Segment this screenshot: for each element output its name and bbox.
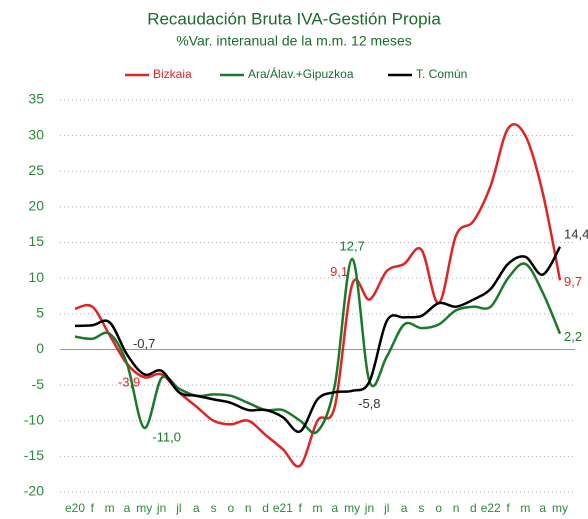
y-tick-label: 15 (28, 233, 44, 249)
x-tick-label: m (313, 501, 323, 515)
x-tick-label: my (344, 501, 360, 515)
y-tick-label: 10 (28, 269, 44, 285)
x-tick-label: n (453, 501, 460, 515)
x-tick-label: o (228, 501, 235, 515)
y-tick-label: -5 (32, 376, 45, 392)
x-tick-label: m (105, 501, 115, 515)
chart-subtitle: %Var. interanual de la m.m. 12 meses (176, 33, 412, 49)
x-tick-label: a (331, 501, 338, 515)
x-tick-label: jn (364, 501, 374, 515)
legend-label: Ara/Álav.+Gipuzkoa (248, 66, 354, 81)
data-label: 9,7 (564, 274, 582, 289)
data-label: 12,7 (339, 238, 364, 253)
chart-title: Recaudación Bruta IVA-Gestión Propia (147, 9, 441, 28)
x-tick-label: jl (383, 501, 389, 515)
data-label: 2,2 (564, 329, 582, 344)
x-tick-label: s (211, 501, 217, 515)
y-tick-label: -15 (24, 447, 44, 463)
series-line (74, 246, 562, 434)
x-tick-label: d (470, 501, 477, 515)
x-tick-label: jl (175, 501, 181, 515)
y-tick-label: 35 (28, 91, 44, 107)
x-tick-label: n (245, 501, 252, 515)
data-label: -0,7 (133, 336, 155, 351)
x-tick-label: a (124, 501, 131, 515)
x-tick-label: a (539, 501, 546, 515)
x-tick-label: my (136, 501, 152, 515)
data-label: -11,0 (152, 429, 181, 444)
y-tick-label: -10 (24, 411, 44, 427)
x-tick-label: a (401, 501, 408, 515)
x-tick-label: m (520, 501, 530, 515)
legend-label: T. Común (416, 67, 467, 81)
x-tick-label: f (91, 501, 95, 515)
y-tick-label: 5 (36, 305, 44, 321)
x-tick-label: e21 (273, 501, 293, 515)
y-tick-label: 20 (28, 198, 44, 214)
x-tick-label: my (552, 501, 568, 515)
x-tick-label: jn (156, 501, 166, 515)
x-tick-label: e22 (481, 501, 501, 515)
x-tick-label: f (299, 501, 303, 515)
x-tick-label: o (435, 501, 442, 515)
data-label: 14,4 (564, 226, 588, 241)
x-tick-label: d (262, 501, 269, 515)
data-label: -5,8 (358, 396, 380, 411)
series-line (74, 123, 562, 468)
y-tick-label: 0 (36, 340, 44, 356)
x-tick-label: e20 (65, 501, 85, 515)
y-tick-label: 25 (28, 162, 44, 178)
x-tick-label: a (193, 501, 200, 515)
y-tick-label: 30 (28, 126, 44, 142)
x-tick-label: s (418, 501, 424, 515)
y-tick-label: -20 (24, 483, 44, 499)
data-label: -3,9 (118, 375, 140, 390)
legend-label: Bizkaia (153, 67, 192, 81)
series-line (74, 257, 562, 435)
data-label: 9,1 (330, 264, 348, 279)
x-tick-label: f (506, 501, 510, 515)
